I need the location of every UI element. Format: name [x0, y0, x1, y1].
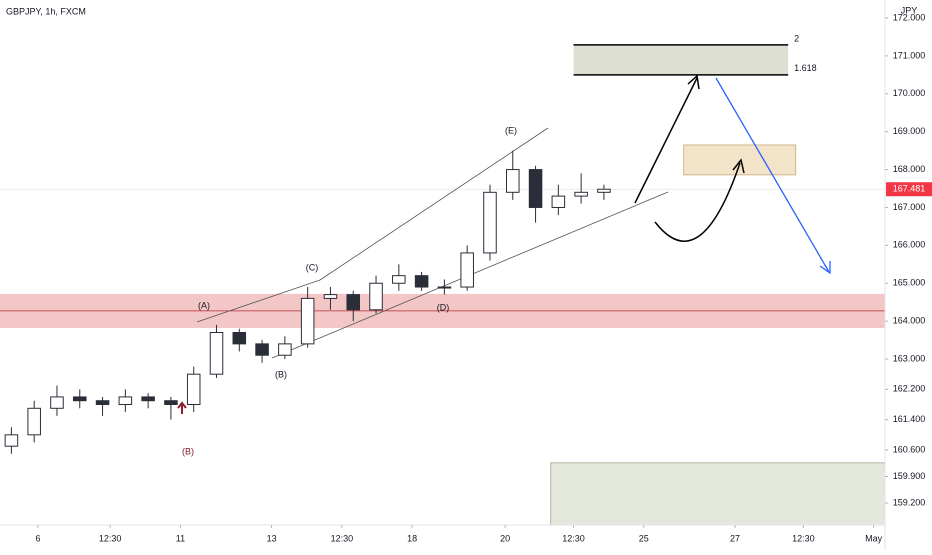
- x-tick-label: 12:30: [331, 533, 354, 543]
- x-tick-label: 25: [639, 533, 649, 543]
- candle-body: [255, 343, 269, 356]
- candle-body: [232, 332, 247, 345]
- candle-body: [300, 297, 315, 345]
- candle-body: [574, 191, 588, 197]
- wave-label: (A): [198, 300, 210, 310]
- arrow: [634, 77, 698, 204]
- projection-arrows: [634, 74, 745, 242]
- candle-body: [597, 188, 611, 193]
- candle-body: [209, 332, 224, 375]
- arrow-head: [732, 158, 745, 174]
- y-tick-label: 161.400: [893, 414, 926, 424]
- fib-label: 2: [794, 33, 799, 43]
- y-tick-label: 162.200: [893, 384, 926, 394]
- candle-body: [278, 343, 292, 356]
- y-tick-label: 167.000: [893, 202, 926, 212]
- x-tick-label: 12:30: [562, 533, 585, 543]
- fib-label: 1.618: [794, 63, 817, 73]
- axis-unit: JPY: [901, 5, 918, 15]
- candle-body: [118, 396, 133, 406]
- candle-body: [551, 195, 566, 208]
- candle-body: [72, 396, 87, 402]
- arrow: [715, 77, 830, 273]
- candle-body: [460, 252, 474, 288]
- candle-body: [164, 400, 178, 406]
- candle-body: [483, 191, 497, 254]
- y-tick-label: 168.000: [893, 164, 926, 174]
- arrow-head: [687, 74, 700, 90]
- candle-body: [437, 286, 452, 289]
- channel-line: [196, 279, 321, 323]
- y-tick-label: 159.900: [893, 471, 926, 481]
- candle-body: [506, 169, 520, 193]
- x-tick-label: 12:30: [792, 533, 815, 543]
- x-tick-label: 11: [176, 533, 185, 543]
- candle-body: [4, 434, 19, 447]
- x-tick-label: May: [865, 533, 883, 543]
- y-tick-label: 172.000: [893, 12, 926, 22]
- candle-body: [141, 396, 155, 402]
- fib-box: [573, 44, 789, 75]
- y-tick-label: 170.000: [893, 88, 926, 98]
- wave-label: (C): [306, 262, 319, 272]
- arrow: [654, 162, 741, 242]
- y-tick-label: 171.000: [893, 50, 926, 60]
- arrow-head: [819, 261, 831, 275]
- x-tick-label: 18: [407, 533, 417, 543]
- candle-body: [392, 275, 406, 284]
- candle-body: [95, 400, 110, 406]
- last-price-label: 167.481: [893, 184, 926, 194]
- y-tick-label: 160.600: [893, 444, 926, 454]
- candle-body: [186, 373, 201, 406]
- wave-label: (D): [437, 302, 450, 312]
- wave-label: (B): [182, 446, 194, 456]
- marker-arrow: [177, 401, 187, 414]
- x-tick-label: 20: [500, 533, 510, 543]
- y-tick-label: 164.000: [893, 316, 926, 326]
- candle-body: [528, 169, 543, 208]
- y-tick-label: 166.000: [893, 240, 926, 250]
- y-tick-label: 159.200: [893, 497, 926, 507]
- candle-body: [27, 407, 41, 436]
- wave-label: (B): [275, 369, 287, 379]
- zone: [550, 462, 886, 526]
- candle-body: [323, 294, 338, 299]
- x-tick-label: 13: [267, 533, 277, 543]
- wave-label: (E): [505, 125, 517, 135]
- candle-body: [346, 294, 361, 311]
- y-tick-label: 169.000: [893, 126, 926, 136]
- candle-body: [50, 396, 64, 409]
- candle-body: [414, 275, 429, 288]
- x-tick-label: 6: [35, 533, 40, 543]
- chart-title: GBPJPY, 1h, FXCM: [6, 6, 86, 16]
- channel-line: [319, 127, 549, 281]
- y-tick-label: 163.000: [893, 353, 926, 363]
- candle-body: [369, 282, 383, 311]
- x-tick-label: 12:30: [99, 533, 122, 543]
- last-price-box: [886, 182, 932, 197]
- x-tick-label: 27: [730, 533, 740, 543]
- zone: [683, 144, 797, 176]
- y-tick-label: 165.000: [893, 278, 926, 288]
- blue-arrow: [715, 77, 831, 275]
